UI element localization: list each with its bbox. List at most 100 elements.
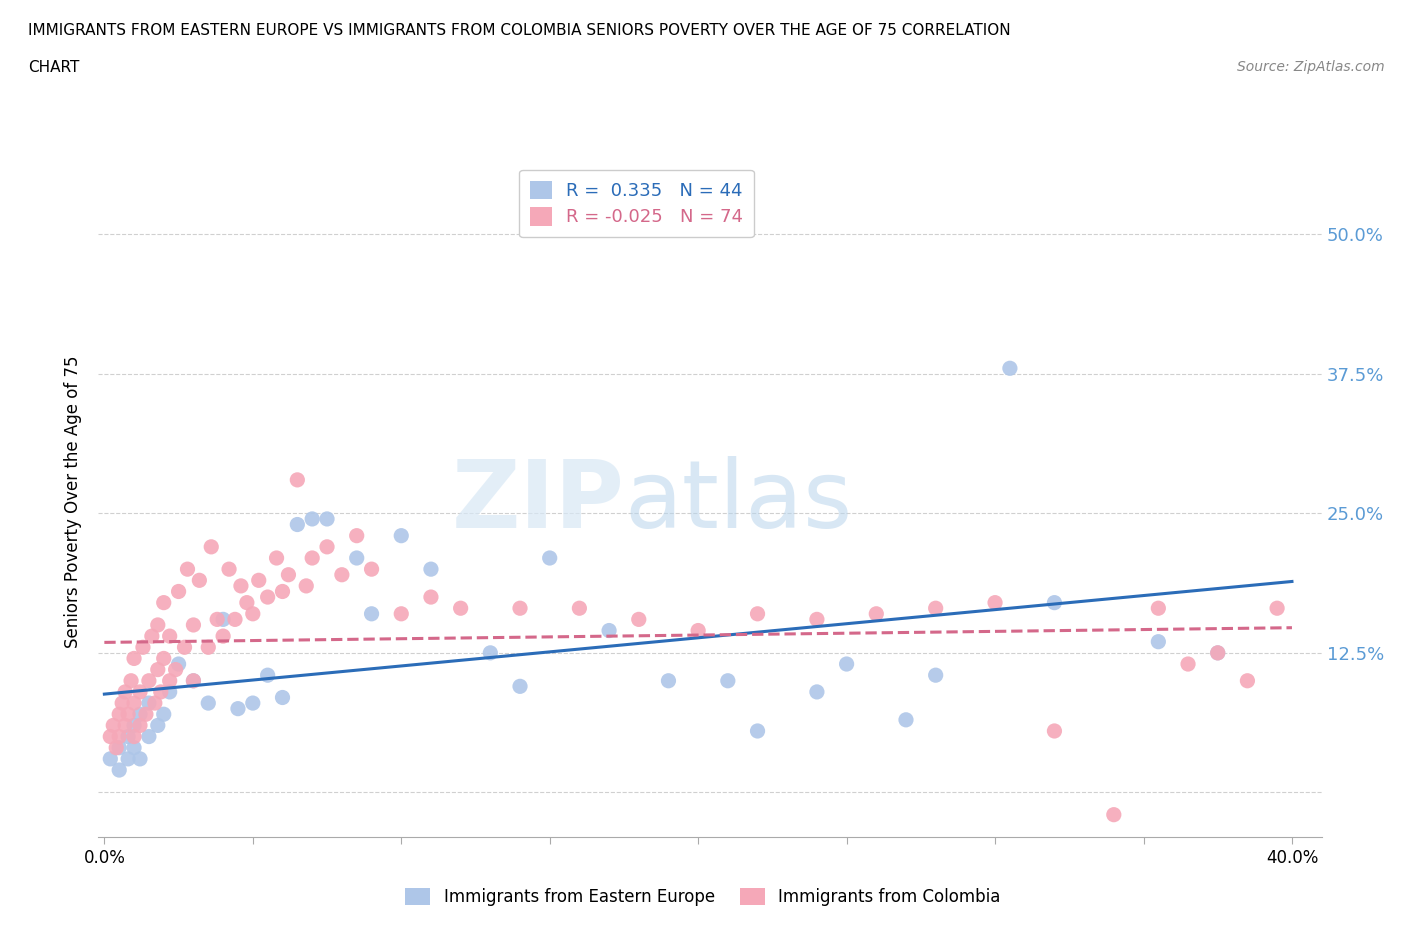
Point bbox=[129, 751, 152, 766]
Point bbox=[103, 718, 125, 733]
Point bbox=[122, 729, 145, 744]
Point bbox=[285, 517, 308, 532]
Point bbox=[108, 729, 131, 744]
Point bbox=[105, 740, 128, 755]
Point bbox=[146, 662, 169, 677]
Point bbox=[183, 673, 205, 688]
Point bbox=[200, 539, 222, 554]
Point bbox=[108, 707, 131, 722]
Point bbox=[1236, 673, 1258, 688]
Point bbox=[1043, 724, 1066, 738]
Point bbox=[1147, 601, 1170, 616]
Point bbox=[122, 651, 145, 666]
Point bbox=[108, 763, 131, 777]
Point bbox=[159, 629, 181, 644]
Point bbox=[657, 673, 679, 688]
Point bbox=[346, 551, 368, 565]
Point bbox=[242, 606, 264, 621]
Text: CHART: CHART bbox=[28, 60, 80, 75]
Point bbox=[316, 512, 339, 526]
Point bbox=[146, 718, 169, 733]
Point bbox=[98, 751, 121, 766]
Point bbox=[271, 690, 294, 705]
Point bbox=[159, 673, 181, 688]
Point bbox=[152, 595, 174, 610]
Text: Source: ZipAtlas.com: Source: ZipAtlas.com bbox=[1237, 60, 1385, 74]
Point bbox=[141, 629, 163, 644]
Point bbox=[924, 668, 946, 683]
Point bbox=[117, 707, 139, 722]
Point bbox=[806, 684, 828, 699]
Point bbox=[114, 684, 136, 699]
Point bbox=[998, 361, 1021, 376]
Point bbox=[301, 512, 323, 526]
Point bbox=[1265, 601, 1288, 616]
Point bbox=[450, 601, 472, 616]
Point bbox=[132, 640, 155, 655]
Point bbox=[509, 679, 531, 694]
Text: atlas: atlas bbox=[624, 457, 852, 548]
Legend: R =  0.335   N = 44, R = -0.025   N = 74: R = 0.335 N = 44, R = -0.025 N = 74 bbox=[519, 170, 754, 237]
Point bbox=[1043, 595, 1066, 610]
Point bbox=[122, 718, 145, 733]
Point bbox=[212, 629, 235, 644]
Point bbox=[568, 601, 591, 616]
Point bbox=[138, 696, 160, 711]
Point bbox=[226, 701, 249, 716]
Point bbox=[188, 573, 211, 588]
Point bbox=[301, 551, 323, 565]
Point bbox=[152, 707, 174, 722]
Point bbox=[176, 562, 198, 577]
Point bbox=[183, 618, 205, 632]
Point bbox=[266, 551, 288, 565]
Point bbox=[138, 729, 160, 744]
Point bbox=[212, 612, 235, 627]
Point bbox=[129, 718, 152, 733]
Point bbox=[865, 606, 887, 621]
Point bbox=[152, 651, 174, 666]
Point bbox=[1102, 807, 1125, 822]
Point bbox=[236, 595, 259, 610]
Point bbox=[360, 606, 382, 621]
Point bbox=[108, 740, 131, 755]
Point bbox=[984, 595, 1007, 610]
Point bbox=[277, 567, 299, 582]
Point bbox=[360, 562, 382, 577]
Point bbox=[117, 751, 139, 766]
Point bbox=[242, 696, 264, 711]
Point bbox=[218, 562, 240, 577]
Point bbox=[717, 673, 740, 688]
Point bbox=[894, 712, 917, 727]
Point bbox=[1147, 634, 1170, 649]
Point bbox=[114, 718, 136, 733]
Point bbox=[1206, 645, 1229, 660]
Legend: Immigrants from Eastern Europe, Immigrants from Colombia: Immigrants from Eastern Europe, Immigran… bbox=[399, 881, 1007, 912]
Point bbox=[256, 668, 278, 683]
Point bbox=[747, 724, 769, 738]
Point bbox=[129, 684, 152, 699]
Point bbox=[271, 584, 294, 599]
Point bbox=[159, 684, 181, 699]
Point bbox=[129, 707, 152, 722]
Point bbox=[111, 696, 134, 711]
Point bbox=[120, 673, 142, 688]
Point bbox=[389, 528, 412, 543]
Point bbox=[420, 590, 443, 604]
Point bbox=[835, 657, 858, 671]
Point bbox=[197, 696, 219, 711]
Point bbox=[183, 673, 205, 688]
Point bbox=[538, 551, 561, 565]
Text: IMMIGRANTS FROM EASTERN EUROPE VS IMMIGRANTS FROM COLOMBIA SENIORS POVERTY OVER : IMMIGRANTS FROM EASTERN EUROPE VS IMMIGR… bbox=[28, 23, 1011, 38]
Point bbox=[122, 740, 145, 755]
Point bbox=[346, 528, 368, 543]
Point bbox=[598, 623, 620, 638]
Point bbox=[138, 673, 160, 688]
Point bbox=[143, 696, 166, 711]
Point bbox=[229, 578, 252, 593]
Point bbox=[173, 640, 195, 655]
Point bbox=[509, 601, 531, 616]
Point bbox=[479, 645, 502, 660]
Point bbox=[117, 729, 139, 744]
Point bbox=[316, 539, 339, 554]
Point bbox=[167, 657, 190, 671]
